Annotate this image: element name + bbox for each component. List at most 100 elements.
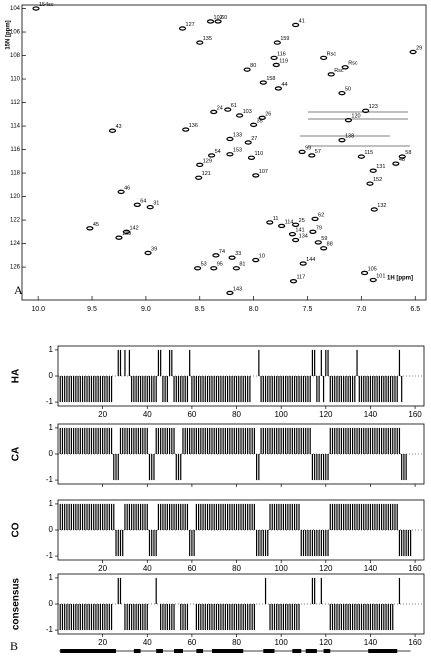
- structure-segment: [133, 649, 141, 653]
- bar: [363, 503, 365, 530]
- peak: [369, 168, 377, 173]
- bar: [95, 376, 97, 403]
- x-tick-label: 20: [98, 564, 107, 573]
- peak: [115, 235, 123, 240]
- x-tick-label: 60: [187, 410, 196, 419]
- bar: [66, 503, 68, 530]
- bar: [363, 427, 365, 454]
- x-tick-label: 10.0: [31, 306, 45, 313]
- bar: [79, 503, 81, 530]
- bar: [124, 604, 126, 631]
- bar: [126, 427, 128, 454]
- peak: [309, 229, 317, 235]
- x-tick-label: 20: [98, 638, 107, 647]
- bar: [358, 376, 360, 403]
- bar: [171, 503, 173, 530]
- bar: [374, 503, 376, 530]
- bar: [329, 604, 331, 631]
- bar: [200, 604, 202, 631]
- bar: [285, 604, 287, 631]
- x-tick-label: 120: [319, 410, 333, 419]
- bar: [376, 604, 378, 631]
- y-tick-label: 122: [10, 218, 21, 224]
- bar: [345, 503, 347, 530]
- bar: [110, 376, 113, 403]
- bar: [88, 376, 90, 403]
- bar: [367, 376, 369, 403]
- bar: [387, 604, 389, 631]
- peak-label: 114: [285, 219, 294, 225]
- bar: [396, 503, 398, 530]
- bar: [276, 604, 278, 631]
- bar: [251, 604, 253, 631]
- peak: [182, 127, 190, 132]
- bar: [367, 503, 369, 530]
- peak-label: Rsc: [348, 61, 358, 67]
- peak: [86, 226, 94, 231]
- bar: [360, 376, 363, 403]
- bar: [378, 376, 380, 403]
- peak: [292, 222, 300, 227]
- bar: [307, 530, 309, 557]
- peak: [258, 115, 266, 121]
- peak: [311, 216, 319, 222]
- bar: [385, 503, 387, 530]
- bar: [197, 503, 200, 530]
- bar: [240, 503, 242, 530]
- peak: [278, 223, 286, 229]
- bar: [124, 503, 126, 530]
- bar: [334, 604, 336, 631]
- bar: [336, 503, 338, 530]
- peak: [338, 90, 346, 96]
- bar: [175, 503, 177, 530]
- x-tick-label: 6.5: [410, 306, 420, 313]
- bar: [70, 503, 72, 530]
- bar: [367, 427, 369, 454]
- bar: [389, 427, 392, 454]
- bar: [68, 376, 70, 403]
- bar: [64, 503, 66, 530]
- y-tick-label: 108: [10, 53, 21, 59]
- bar: [280, 604, 282, 631]
- bar: [90, 503, 93, 530]
- bar: [213, 503, 215, 530]
- bar: [104, 376, 106, 403]
- bar: [64, 604, 66, 631]
- bar: [235, 503, 238, 530]
- bar: [269, 376, 271, 403]
- bar: [336, 376, 338, 403]
- bar: [204, 604, 206, 631]
- bar: [131, 604, 133, 631]
- peak: [259, 80, 267, 85]
- bar: [168, 503, 171, 530]
- bar: [95, 503, 97, 530]
- bar: [311, 349, 314, 376]
- bar: [231, 376, 233, 403]
- x-tick-label: 100: [274, 564, 288, 573]
- bar: [184, 376, 186, 403]
- bar: [88, 503, 90, 530]
- peak-label: 141: [295, 228, 304, 234]
- bar: [291, 427, 293, 454]
- peak: [266, 220, 274, 225]
- bar: [298, 604, 300, 631]
- bar: [278, 376, 280, 403]
- peak-label: 54: [215, 149, 221, 155]
- bar: [157, 349, 160, 376]
- panel-name: CA: [11, 447, 22, 461]
- bar: [276, 503, 278, 530]
- bar: [349, 376, 351, 403]
- bar: [229, 376, 231, 403]
- bar: [360, 503, 363, 530]
- bar: [347, 503, 349, 530]
- bar: [327, 349, 329, 376]
- bar: [349, 427, 351, 454]
- peak-label: 123: [369, 104, 378, 110]
- bar: [235, 427, 238, 454]
- peak-label: 103: [243, 109, 252, 115]
- bar: [215, 604, 218, 631]
- bar: [160, 604, 162, 631]
- peak: [196, 162, 204, 168]
- bar: [175, 376, 177, 403]
- bar: [392, 503, 394, 530]
